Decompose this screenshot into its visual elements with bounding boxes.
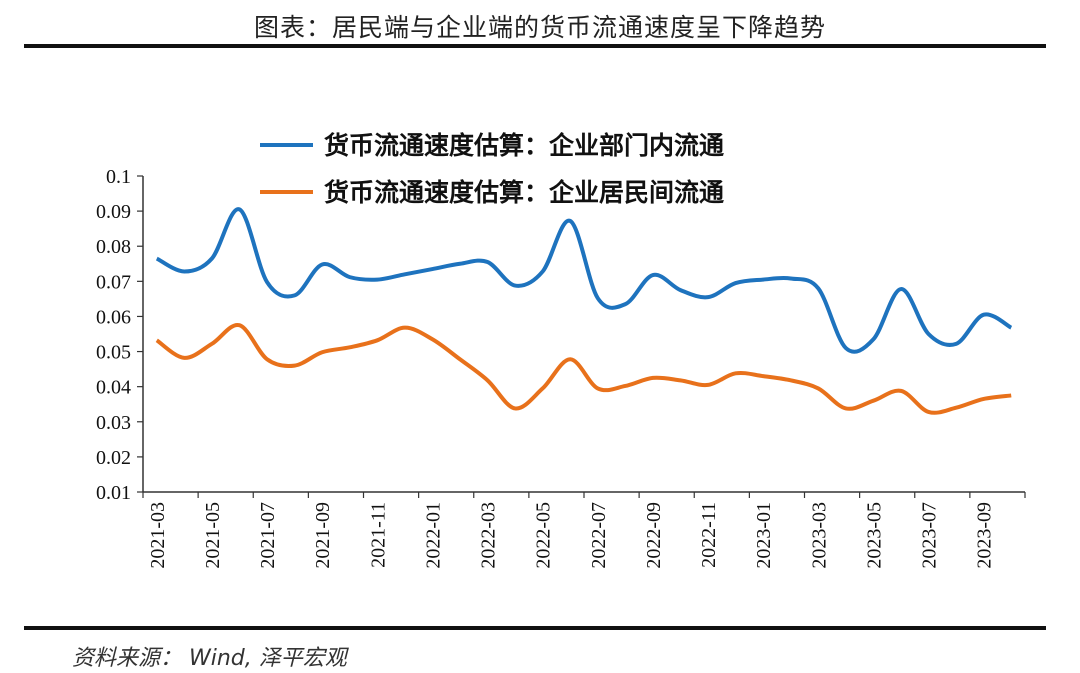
x-tick-label: 2023-03 bbox=[808, 502, 830, 569]
legend: 货币流通速度估算：企业部门内流通 货币流通速度估算：企业居民间流通 bbox=[260, 131, 724, 207]
y-tick-label: 0.1 bbox=[106, 166, 131, 188]
series-line-2 bbox=[155, 323, 1012, 415]
x-tick-label: 2022-01 bbox=[422, 502, 444, 569]
legend-label-series2: 货币流通速度估算：企业居民间流通 bbox=[324, 178, 724, 207]
y-tick-label: 0.03 bbox=[96, 412, 131, 434]
x-tick-label: 2021-09 bbox=[312, 502, 334, 569]
x-tick-label: 2021-07 bbox=[257, 502, 279, 569]
x-tick-label: 2022-05 bbox=[533, 502, 555, 569]
y-ticks: 0.1 0.09 0.08 0.07 0.06 0.05 0.04 0.03 0.02 0.01 bbox=[96, 166, 143, 504]
y-tick-label: 0.06 bbox=[96, 306, 131, 328]
figure-title: 图表：居民端与企业端的货币流通速度呈下降趋势 bbox=[253, 13, 826, 42]
line-chart: 0.10.090.080.070.060.050.040.030.020.01 … bbox=[96, 131, 1026, 569]
x-tick-label: 2022-07 bbox=[588, 502, 610, 569]
y-tick-label: 0.01 bbox=[96, 482, 131, 504]
x-tick-label: 2021-05 bbox=[202, 502, 224, 569]
source-note: 资料来源： Wind, 泽平宏观 bbox=[72, 646, 347, 671]
x-tick-label: 2021-11 bbox=[367, 502, 389, 568]
x-tick-label: 2023-07 bbox=[919, 502, 941, 569]
top-rule bbox=[24, 44, 1046, 48]
x-tick-label: 2022-03 bbox=[478, 502, 500, 569]
y-tick-label: 0.08 bbox=[96, 236, 131, 258]
y-tick-label: 0.07 bbox=[96, 271, 131, 293]
bottom-rule bbox=[24, 626, 1046, 630]
x-tick-label: 2023-05 bbox=[863, 502, 885, 569]
y-tick-label: 0.05 bbox=[96, 342, 131, 364]
x-tick-label: 2022-11 bbox=[698, 502, 720, 568]
x-tick-label: 2022-09 bbox=[643, 502, 665, 569]
y-tick-label: 0.09 bbox=[96, 201, 131, 223]
x-tick-label: 2023-09 bbox=[974, 502, 996, 569]
series-lines bbox=[155, 207, 1013, 415]
y-tick-label: 0.02 bbox=[96, 447, 131, 469]
series-line-1 bbox=[155, 207, 1013, 354]
legend-label-series1: 货币流通速度估算：企业部门内流通 bbox=[324, 131, 724, 160]
x-tick-label: 2021-03 bbox=[147, 502, 169, 569]
y-tick-label: 0.04 bbox=[96, 377, 131, 399]
x-tick-label: 2023-01 bbox=[753, 502, 775, 569]
x-ticks: 2021-03 2021-05 2021-07 2021-09 2021-11 2022-… bbox=[142, 492, 1026, 569]
